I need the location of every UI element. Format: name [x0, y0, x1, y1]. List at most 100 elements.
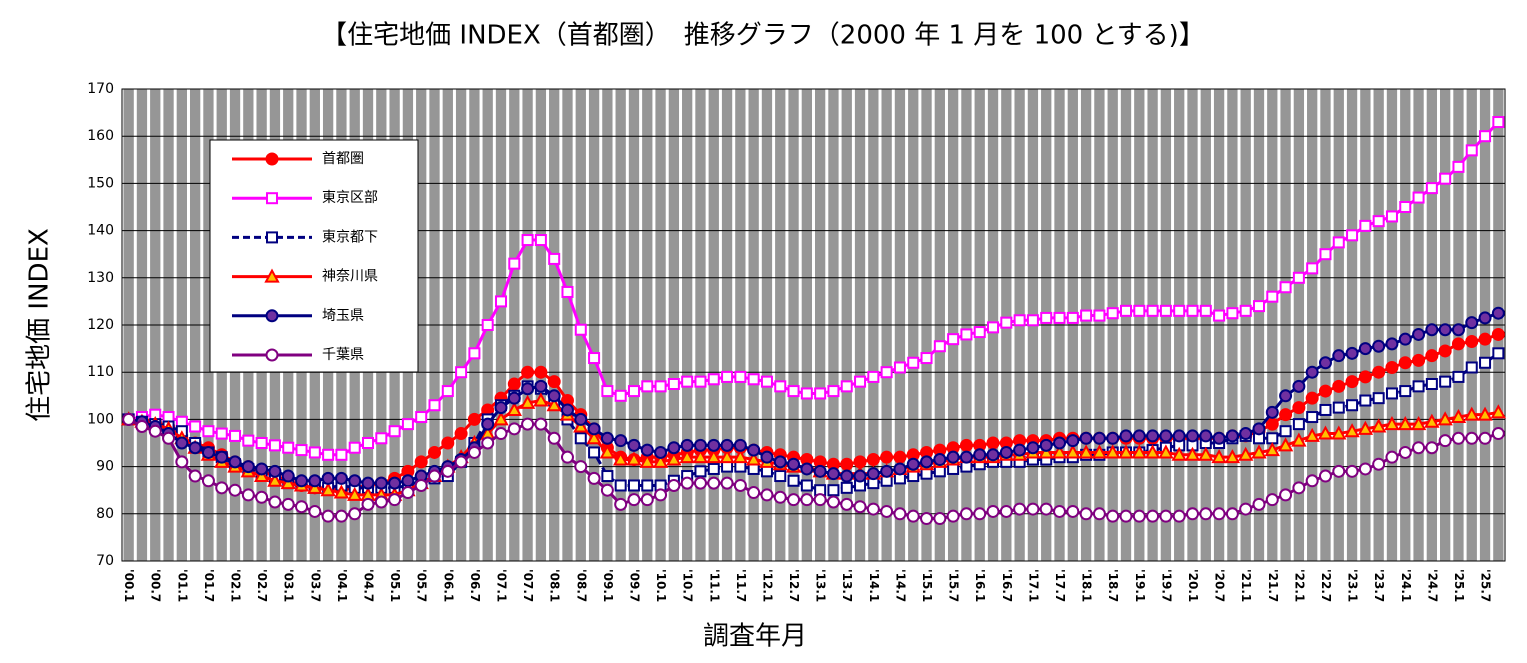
marker [1398, 356, 1412, 370]
marker [1372, 365, 1386, 379]
marker [1412, 353, 1426, 367]
y-tick-label: 170 [87, 81, 114, 97]
x-tick-label: '03.7 [308, 569, 322, 602]
marker [1051, 444, 1068, 459]
marker [707, 373, 720, 386]
marker [601, 470, 614, 483]
marker [1198, 446, 1214, 461]
marker [906, 509, 920, 523]
marker [933, 453, 947, 467]
marker [920, 455, 934, 469]
marker [361, 476, 375, 490]
x-tick-label: '05.7 [415, 569, 429, 602]
marker [1093, 309, 1106, 322]
marker [1159, 429, 1173, 443]
x-tick-label: '22.7 [1319, 569, 1333, 602]
marker [1425, 441, 1439, 455]
marker [362, 437, 375, 449]
marker [1305, 391, 1319, 405]
marker [986, 504, 1000, 518]
marker [933, 512, 947, 526]
marker [600, 483, 614, 497]
marker [228, 455, 242, 469]
marker [268, 495, 282, 509]
marker [1306, 411, 1319, 424]
marker [1357, 420, 1374, 435]
marker [1225, 507, 1239, 521]
marker [626, 451, 642, 466]
marker [1013, 314, 1026, 327]
marker [1038, 444, 1054, 459]
marker [334, 471, 348, 485]
marker [1450, 408, 1467, 424]
marker [1398, 332, 1412, 346]
x-tick-label: '14.7 [893, 569, 907, 602]
marker [719, 449, 735, 464]
marker [481, 436, 495, 450]
marker [1399, 385, 1412, 398]
marker [175, 455, 189, 469]
marker [467, 412, 481, 426]
x-tick-label: '16.7 [1000, 569, 1014, 602]
marker [1264, 441, 1280, 457]
marker [973, 448, 987, 462]
marker [693, 438, 707, 452]
marker [265, 309, 279, 323]
marker [1172, 429, 1186, 443]
x-tick-label: '04.7 [362, 569, 376, 602]
marker [521, 382, 535, 396]
marker [1266, 290, 1279, 303]
marker [467, 445, 481, 459]
marker [454, 455, 468, 469]
marker [733, 478, 747, 492]
x-tick-label: '17.7 [1053, 569, 1067, 602]
marker [1372, 339, 1386, 353]
marker [414, 455, 428, 469]
marker [361, 497, 375, 511]
marker [1370, 418, 1387, 433]
marker [960, 328, 973, 341]
marker [640, 493, 654, 507]
marker [840, 380, 853, 393]
marker [601, 385, 614, 398]
x-tick-label: '09.7 [627, 569, 641, 602]
marker [253, 467, 270, 483]
marker [215, 427, 228, 440]
x-tick-label: '07.1 [494, 569, 508, 602]
x-tick-label: '20.1 [1186, 569, 1200, 602]
marker [574, 460, 588, 474]
marker [1358, 370, 1372, 384]
marker [853, 500, 867, 514]
marker [1065, 444, 1081, 459]
marker [1239, 304, 1252, 317]
marker [1359, 394, 1372, 407]
marker [854, 375, 867, 388]
x-tick-label: '18.7 [1106, 569, 1120, 602]
marker [1118, 444, 1134, 459]
marker [281, 469, 295, 483]
x-tick-label: '20.7 [1213, 569, 1227, 602]
legend-label: 首都圏 [322, 151, 364, 167]
marker [1251, 444, 1267, 459]
marker [1146, 509, 1160, 523]
marker [321, 509, 335, 523]
marker [455, 366, 468, 379]
marker [265, 152, 279, 166]
marker [1465, 144, 1478, 157]
marker [255, 462, 269, 476]
marker [241, 488, 255, 502]
marker [1000, 316, 1013, 329]
legend-label: 埼玉県 [322, 308, 364, 324]
marker [1385, 360, 1399, 374]
marker [667, 478, 681, 492]
marker [1452, 370, 1465, 383]
marker [188, 469, 202, 483]
marker [1279, 425, 1292, 438]
marker [1225, 429, 1239, 443]
marker [893, 361, 906, 374]
marker [1318, 356, 1332, 370]
marker [546, 397, 562, 412]
marker [507, 377, 521, 391]
marker [573, 418, 589, 433]
marker [667, 378, 680, 390]
